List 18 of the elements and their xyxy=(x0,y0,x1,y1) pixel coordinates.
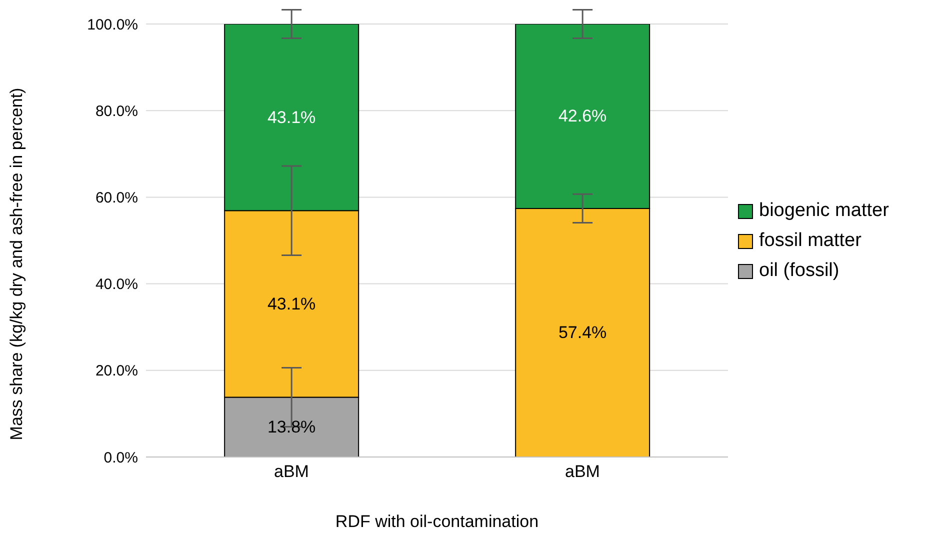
x-tick-label: aBM xyxy=(565,462,600,482)
data-label: 57.4% xyxy=(558,323,607,342)
legend-label: fossil matter xyxy=(759,230,862,252)
y-tick-label: 60.0% xyxy=(95,190,138,207)
y-tick-label: 20.0% xyxy=(95,362,138,380)
data-label: 13.8% xyxy=(267,418,316,437)
legend-label: oil (fossil) xyxy=(759,260,840,282)
legend-label: biogenic matter xyxy=(759,200,889,222)
data-label: 42.6% xyxy=(558,106,607,126)
data-label: 43.1% xyxy=(267,294,316,314)
y-tick-label: 0.0% xyxy=(104,449,138,466)
x-tick-label: aBM xyxy=(274,462,309,482)
y-axis-title: Mass share (kg/kg dry and ash-free in percent) xyxy=(6,86,27,442)
y-tick-label: 80.0% xyxy=(95,102,138,120)
x-axis-title: RDF with oil-contamination xyxy=(335,512,539,531)
y-tick-label: 100.0% xyxy=(87,16,138,34)
y-tick-label: 40.0% xyxy=(95,276,138,294)
data-label: 43.1% xyxy=(267,108,316,127)
